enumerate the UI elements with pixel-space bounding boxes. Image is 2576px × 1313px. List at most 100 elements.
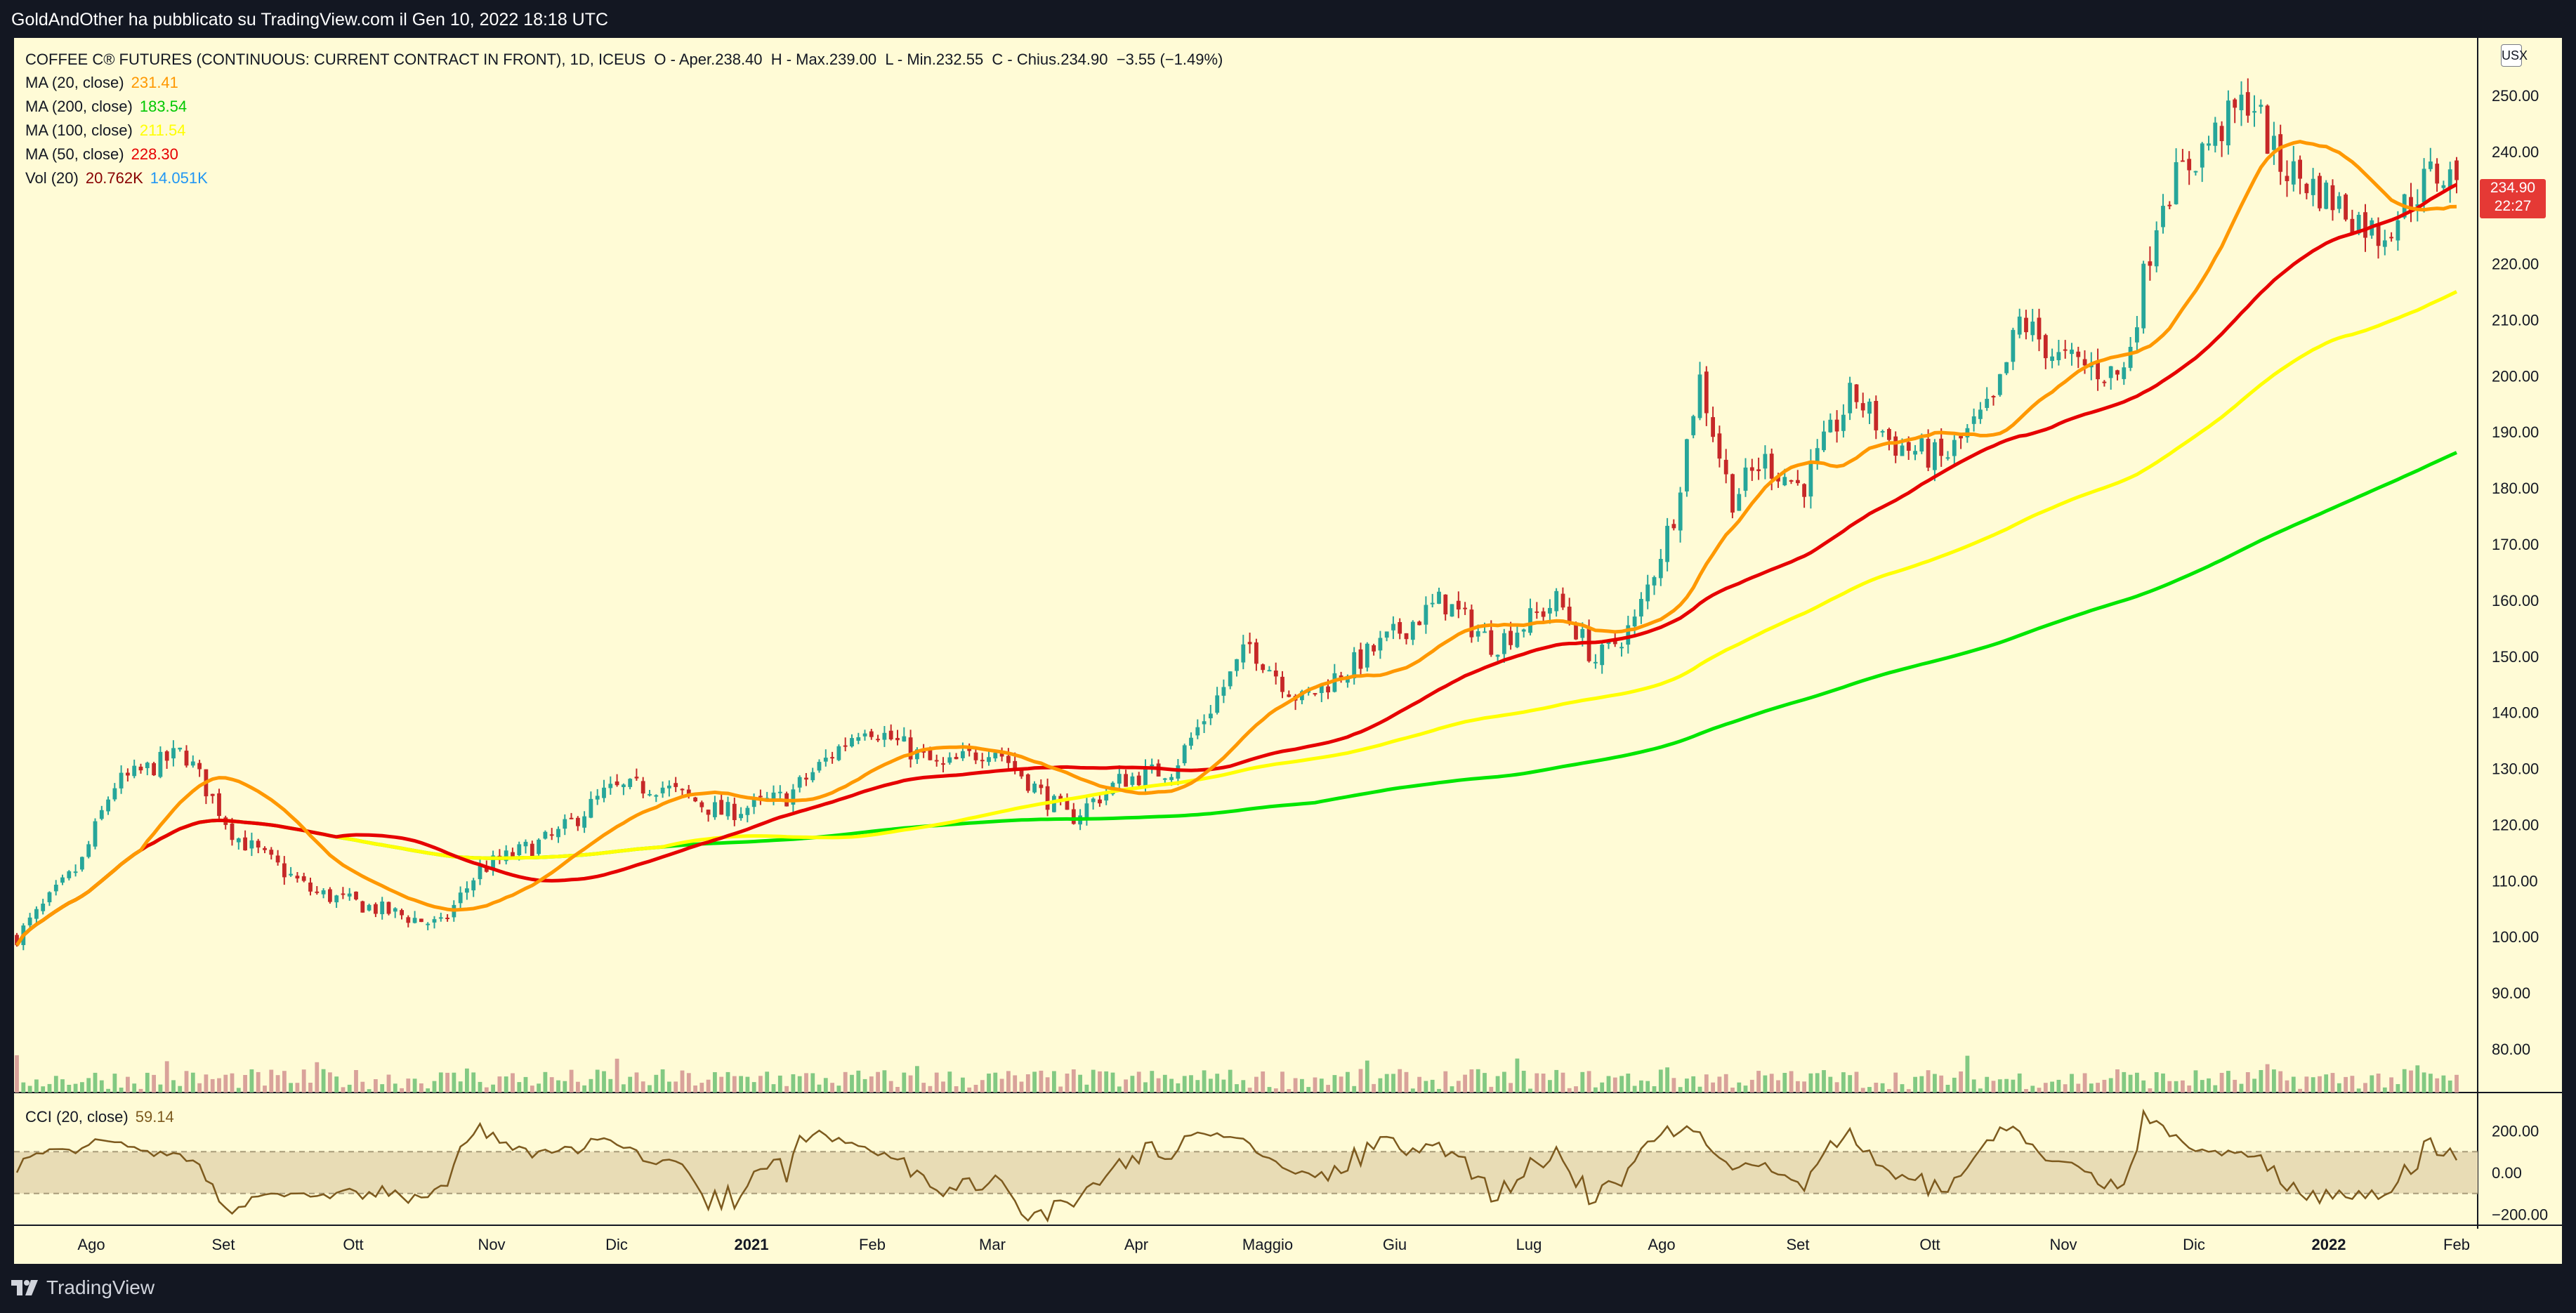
price-chart[interactable]: 80.00 90.00 100.00 110.00 120.00 130.00 140.00… (0, 0, 2576, 1264)
candle-body (2396, 220, 2400, 241)
volume-bar (1697, 1086, 1702, 1093)
candle-body (1019, 767, 1024, 777)
candle-body (2376, 223, 2381, 246)
volume-bar (993, 1072, 998, 1093)
candle-body (1424, 605, 1428, 625)
volume-bar (1880, 1083, 1885, 1093)
volume-bar (817, 1084, 822, 1093)
volume-bar (686, 1073, 691, 1093)
candle-body (2278, 134, 2283, 172)
volume-bar (367, 1089, 372, 1093)
candle-body (230, 823, 235, 840)
tradingview-brand[interactable]: TradingView (46, 1276, 155, 1298)
candle-body (1612, 639, 1617, 645)
candle-body (1202, 721, 1207, 725)
volume-bar (230, 1073, 235, 1093)
volume-bar (445, 1072, 449, 1093)
volume-bar (1136, 1071, 1141, 1093)
candle-body (458, 892, 463, 904)
candle-body (622, 784, 626, 787)
volume-bar (2030, 1086, 2035, 1093)
candle-body (1391, 623, 1395, 631)
time-tick-label: Nov (478, 1236, 505, 1253)
candle-body (1058, 796, 1063, 801)
time-axis[interactable]: Ago Set Ott Nov Dic 2021 Feb Mar Apr Maggio Giu Lug… (77, 1236, 2470, 1253)
candle-body (1874, 401, 1879, 430)
candle-body (1189, 737, 1193, 746)
price-axis-background (2478, 38, 2562, 1264)
candle-body (282, 863, 287, 878)
price-tick-label: 250.00 (2492, 87, 2539, 105)
candle-body (1841, 414, 1846, 431)
legend-ma100[interactable]: MA (100, close) 211.54 (25, 121, 186, 140)
candle-body (1880, 431, 1885, 433)
volume-bar (1339, 1076, 1343, 1093)
volume-bar (263, 1086, 267, 1093)
candle-body (1671, 524, 1676, 529)
tradingview-logo-icon[interactable] (10, 1272, 41, 1302)
volume-bar (2089, 1083, 2094, 1093)
volume-value: 20.762K (85, 169, 143, 187)
candle-body (1169, 777, 1174, 780)
candle-body (2082, 359, 2087, 366)
volume-bar (1965, 1055, 1970, 1093)
volume-bar (517, 1082, 522, 1093)
candle-body (106, 799, 110, 812)
volume-bar (2409, 1070, 2413, 1093)
volume-bar (1417, 1076, 1421, 1093)
candle-body (1476, 631, 1480, 637)
candle-body (1195, 727, 1200, 736)
cci-band (14, 1152, 2478, 1194)
legend-ma50[interactable]: MA (50, close) 228.30 (25, 145, 178, 164)
candle-body (1443, 594, 1448, 614)
volume-bar (556, 1080, 560, 1093)
volume-bar (315, 1062, 320, 1093)
candle-body (719, 800, 724, 815)
volume-bar (902, 1072, 907, 1093)
legend-ma20[interactable]: MA (20, close) 231.41 (25, 74, 178, 92)
volume-bar (2174, 1081, 2179, 1093)
chart-background (14, 38, 2562, 1264)
candle-body (1130, 776, 1135, 785)
volume-bar (537, 1083, 541, 1093)
volume-bar (60, 1079, 65, 1093)
time-tick-label: Lug (1516, 1236, 1542, 1253)
candle-body (1737, 494, 1742, 511)
candle-body (1483, 631, 1487, 633)
legend-cci[interactable]: CCI (20, close) 59.14 (25, 1108, 174, 1126)
legend-volume[interactable]: Vol (20) 20.762K 14.051K (25, 169, 208, 187)
volume-bar (295, 1083, 300, 1093)
volume-bar (2318, 1076, 2322, 1093)
volume-bar (739, 1076, 743, 1093)
volume-bar (1626, 1074, 1631, 1093)
candle-body (954, 757, 959, 760)
volume-bar (569, 1069, 574, 1093)
volume-bar (1156, 1078, 1161, 1093)
candle-body (1254, 642, 1259, 664)
volume-bar (2415, 1065, 2420, 1093)
candle-body (804, 777, 808, 780)
currency-label[interactable]: USX (2501, 44, 2528, 67)
candle-body (582, 816, 586, 828)
price-tick-label: 190.00 (2492, 423, 2539, 441)
volume-bar (256, 1071, 261, 1093)
candle-body (1658, 559, 1663, 579)
volume-bar (1685, 1078, 1689, 1093)
candle-body (777, 791, 782, 793)
candle-body (2167, 204, 2172, 206)
volume-bar (1293, 1078, 1298, 1093)
volume-bar (954, 1086, 959, 1093)
volume-bar (2298, 1088, 2302, 1093)
volume-bar (725, 1071, 730, 1093)
volume-bar (2043, 1083, 2048, 1093)
volume-bar (2337, 1083, 2341, 1093)
volume-bar (843, 1071, 848, 1093)
volume-bar (2324, 1074, 2329, 1093)
volume-bar (412, 1078, 417, 1093)
legend-title-text: COFFEE C® FUTURES (CONTINUOUS: CURRENT C… (25, 51, 1223, 68)
price-axis[interactable]: 80.00 90.00 100.00 110.00 120.00 130.00 140.00… (2492, 87, 2548, 1224)
volume-bar (1711, 1082, 1715, 1093)
volume-bar (2056, 1079, 2061, 1093)
ma50-value: 228.30 (131, 145, 178, 163)
legend-ma200[interactable]: MA (200, close) 183.54 (25, 98, 187, 116)
